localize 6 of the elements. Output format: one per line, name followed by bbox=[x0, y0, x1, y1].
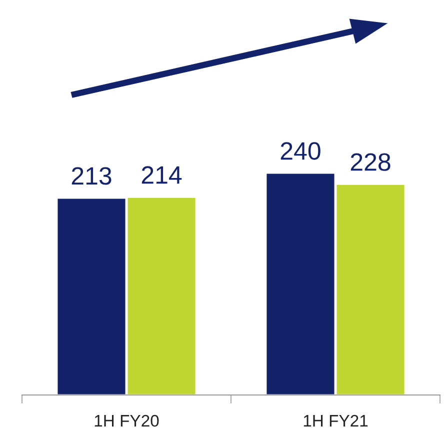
data-label: 213 bbox=[72, 167, 112, 185]
data-label: 214 bbox=[142, 166, 182, 184]
x-tick-label: 1H FY21 bbox=[304, 414, 368, 427]
x-tick-label: 1H FY20 bbox=[94, 414, 159, 427]
data-label: 228 bbox=[350, 153, 390, 171]
data-label: 240 bbox=[280, 142, 320, 160]
